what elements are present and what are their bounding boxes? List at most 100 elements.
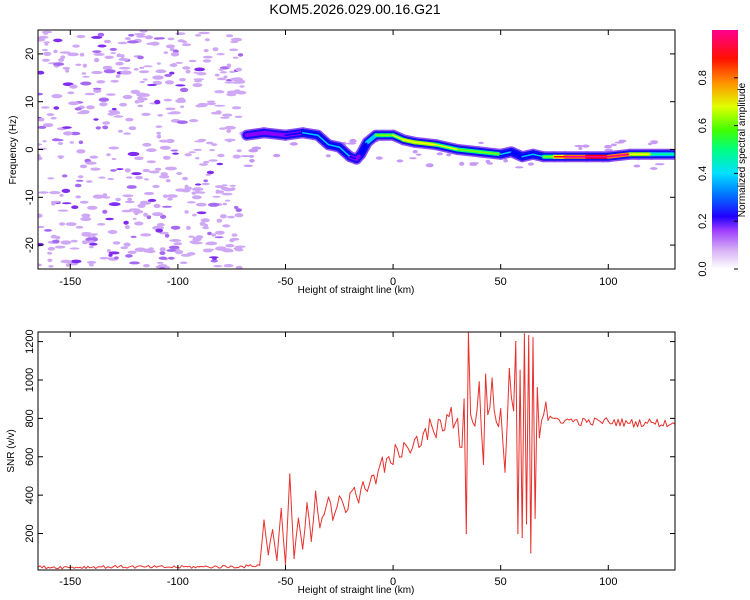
- noise-blob: [233, 206, 239, 209]
- noise-blob: [208, 159, 218, 162]
- noise-blob: [102, 209, 108, 214]
- noise-blob: [230, 187, 236, 191]
- snr-data-point: [517, 532, 519, 535]
- trace-segment-peak: [317, 134, 330, 146]
- noise-blob: [79, 164, 88, 169]
- snr-data-point: [586, 421, 588, 423]
- noise-blob: [156, 62, 161, 65]
- noise-blob: [107, 230, 118, 234]
- x-tick-label: 50: [495, 576, 507, 588]
- snr-data-point: [272, 529, 274, 531]
- noise-blob: [93, 52, 105, 56]
- snr-data-point: [538, 437, 541, 439]
- y-tick-label: 400: [24, 486, 36, 504]
- noise-blob: [164, 73, 173, 77]
- noise-blob: [346, 142, 357, 145]
- noise-blob: [93, 57, 100, 63]
- noise-blob: [226, 90, 239, 95]
- noise-blob: [146, 148, 157, 153]
- snr-data-point: [530, 552, 532, 554]
- noise-blob: [71, 205, 79, 209]
- noise-blob: [225, 199, 231, 202]
- noise-blob: [214, 104, 226, 107]
- noise-blob: [108, 146, 120, 150]
- snr-data-point: [379, 463, 381, 465]
- noise-blob: [147, 198, 157, 202]
- noise-blob: [204, 38, 210, 42]
- noise-blob: [140, 233, 152, 237]
- noise-blob: [104, 55, 114, 59]
- noise-blob: [143, 212, 148, 217]
- noise-blob: [167, 256, 175, 260]
- noise-blob: [47, 177, 55, 180]
- spectrogram-signal-trace: [241, 127, 675, 165]
- noise-blob: [38, 143, 43, 146]
- snr-y-ticks: 200 400 600 800 1000 1200: [24, 329, 675, 543]
- snr-data-point: [418, 446, 420, 448]
- noise-blob: [98, 97, 110, 102]
- snr-data-point: [500, 408, 502, 410]
- noise-blob: [112, 241, 121, 245]
- noise-blob: [159, 231, 169, 235]
- x-tick-label: -100: [167, 576, 189, 588]
- noise-blob: [79, 52, 85, 57]
- noise-blob: [63, 131, 73, 136]
- noise-blob: [69, 84, 78, 89]
- noise-blob: [188, 59, 197, 63]
- snr-data-point: [414, 438, 416, 441]
- noise-blob: [228, 249, 234, 253]
- noise-blob: [163, 98, 173, 102]
- noise-blob: [50, 234, 58, 239]
- noise-blob: [203, 179, 208, 183]
- noise-blob: [650, 140, 659, 144]
- noise-blob: [150, 41, 160, 46]
- noise-blob: [229, 239, 235, 243]
- x-tick-label: -100: [167, 276, 189, 288]
- noise-blob: [47, 258, 53, 262]
- noise-blob: [41, 48, 49, 52]
- noise-blob: [92, 87, 102, 90]
- noise-blob: [139, 80, 145, 84]
- noise-blob: [205, 241, 218, 246]
- noise-blob: [60, 259, 72, 264]
- noise-blob: [97, 44, 107, 48]
- noise-blob: [165, 44, 176, 49]
- noise-blob: [95, 126, 102, 130]
- noise-blob: [235, 67, 243, 72]
- noise-blob: [208, 256, 219, 259]
- noise-blob: [89, 245, 94, 249]
- noise-blob: [412, 149, 418, 154]
- noise-blob: [205, 173, 211, 176]
- noise-blob: [86, 205, 98, 210]
- noise-blob: [43, 41, 51, 44]
- noise-blob: [188, 151, 197, 154]
- noise-blob: [162, 155, 171, 160]
- noise-blob: [92, 194, 105, 199]
- noise-blob: [216, 53, 225, 56]
- noise-blob: [289, 142, 298, 146]
- colorbar: 0.0 0.2 0.4 0.6 0.8 Normalized spectral ampl…: [697, 30, 748, 277]
- noise-blob: [157, 114, 164, 117]
- snr-data-point: [401, 456, 403, 458]
- y-tick-label: 0: [24, 146, 36, 152]
- noise-blob: [60, 55, 66, 59]
- noise-blob: [86, 105, 95, 110]
- noise-blob: [186, 225, 191, 230]
- noise-blob: [225, 34, 234, 38]
- noise-blob: [213, 265, 223, 268]
- noise-blob: [138, 70, 150, 74]
- noise-blob: [89, 263, 94, 267]
- noise-blob: [221, 192, 233, 196]
- noise-blob: [113, 256, 119, 260]
- noise-blob: [59, 193, 64, 197]
- trace-segment-peak: [403, 139, 416, 144]
- noise-blob: [210, 259, 218, 263]
- noise-blob: [135, 175, 144, 180]
- y-tick-label: 10: [24, 96, 36, 108]
- noise-blob: [222, 202, 227, 206]
- noise-blob: [221, 113, 233, 117]
- noise-blob: [90, 233, 99, 236]
- noise-blob: [97, 223, 106, 226]
- noise-blob: [141, 112, 151, 116]
- noise-blob: [173, 242, 183, 246]
